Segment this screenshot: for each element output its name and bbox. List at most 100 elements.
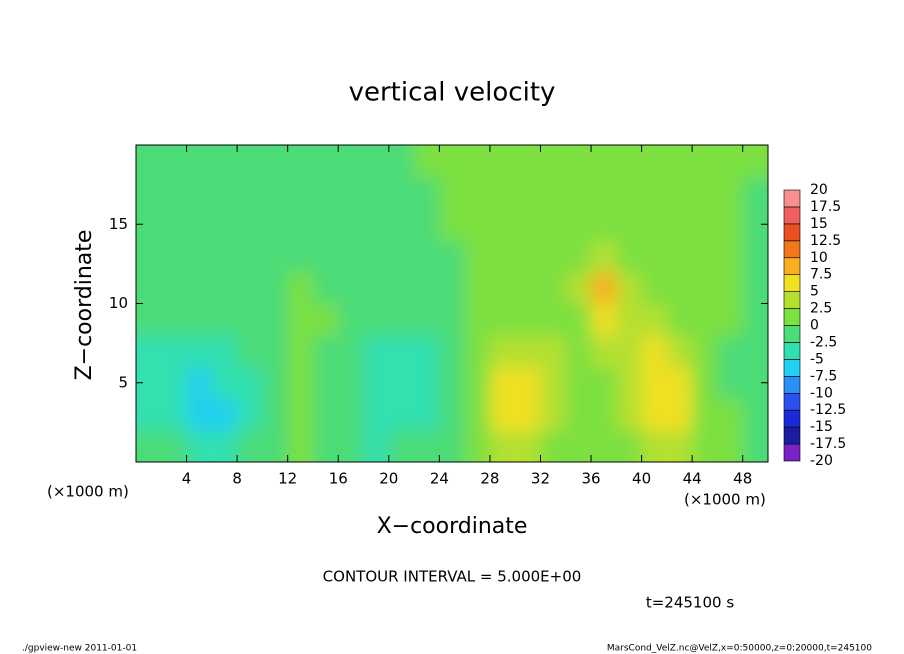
heatmap-cell (262, 208, 289, 241)
chart-title: vertical velocity (349, 78, 556, 108)
heatmap-cell (591, 398, 617, 431)
heatmap-cell (338, 366, 365, 400)
heatmap-cell (136, 430, 162, 462)
heatmap-cell (211, 271, 238, 304)
heatmap-cell (363, 335, 390, 368)
heatmap-cell (692, 430, 718, 462)
heatmap-cell (237, 303, 263, 336)
heatmap-cell (312, 208, 339, 241)
heatmap-cell (540, 145, 567, 178)
heatmap-cell (439, 240, 466, 273)
heatmap-cell (262, 398, 289, 431)
heatmap-cell (692, 335, 718, 368)
heatmap-cell (262, 335, 289, 368)
heatmap-cell (616, 398, 643, 431)
heatmap-cell (666, 176, 693, 209)
footer-right: MarsCond_VelZ.nc@VelZ,x=0:50000,z=0:2000… (607, 644, 872, 654)
heatmap-cell (186, 335, 213, 368)
heatmap-cell (565, 430, 592, 462)
heatmap-cell (692, 176, 718, 209)
heatmap-cell (616, 335, 643, 368)
colorbar-swatch (783, 325, 801, 343)
heatmap-cell (515, 145, 541, 178)
heatmap-cell (540, 271, 567, 304)
colorbar-swatch (783, 274, 801, 292)
heatmap-cell (616, 240, 643, 273)
heatmap-cell (312, 303, 339, 336)
heatmap-cell (464, 240, 491, 273)
colorbar-swatch (783, 443, 801, 462)
heatmap-cell (717, 398, 744, 431)
colorbar-swatch (783, 376, 801, 394)
colorbar-swatch (783, 189, 801, 208)
colorbar-swatch (783, 426, 801, 445)
heatmap-cell (312, 271, 339, 304)
heatmap-cell (515, 303, 541, 336)
colorbar-swatch (783, 257, 801, 275)
heatmap-cell (136, 366, 162, 400)
heatmap-cell (262, 366, 289, 400)
heatmap-cell (287, 335, 314, 368)
colorbar-label: 15 (810, 216, 828, 232)
heatmap-cell (439, 303, 466, 336)
heatmap-cell (161, 366, 188, 400)
heatmap-cell (489, 176, 516, 209)
heatmap-cell (136, 398, 162, 431)
heatmap-cell (515, 208, 541, 241)
heatmap-cell (565, 240, 592, 273)
heatmap-cell (489, 145, 516, 178)
heatmap-cell (161, 176, 188, 209)
heatmap-cell (692, 398, 718, 431)
heatmap-cell (237, 271, 263, 304)
heatmap-cell (742, 398, 768, 431)
heatmap-cell (287, 208, 314, 241)
colorbar-label: 10 (810, 250, 828, 266)
heatmap-cell (439, 430, 466, 462)
heatmap-cell (540, 240, 567, 273)
heatmap-cell (136, 271, 162, 304)
heatmap-cell (489, 271, 516, 304)
colorbar-swatch (783, 240, 801, 259)
heatmap-cell (363, 145, 390, 178)
heatmap-cell (591, 366, 617, 400)
heatmap-cell (489, 208, 516, 241)
colorbar-label: -7.5 (810, 368, 837, 384)
colorbar-swatch (783, 359, 801, 377)
x-tick-label: 28 (480, 470, 499, 488)
heatmap-cell (464, 366, 491, 400)
heatmap-cell (211, 303, 238, 336)
colorbar-label: 20 (810, 182, 828, 198)
heatmap-cell (641, 303, 668, 336)
heatmap-cell (363, 176, 390, 209)
heatmap-cell (414, 271, 440, 304)
heatmap-cell (717, 430, 744, 462)
heatmap-cell (211, 208, 238, 241)
x-tick-label: 20 (379, 470, 398, 488)
heatmap-cell (338, 240, 365, 273)
heatmap-cell (237, 366, 263, 400)
heatmap-cell (717, 335, 744, 368)
heatmap-cell (666, 208, 693, 241)
heatmap-cell (515, 271, 541, 304)
heatmap-cell (161, 271, 188, 304)
heatmap-cell (287, 398, 314, 431)
colorbar-swatch (783, 223, 801, 242)
heatmap-cell (363, 398, 390, 431)
heatmap-cell (287, 176, 314, 209)
heatmap-cell (186, 303, 213, 336)
heatmap-cell (641, 240, 668, 273)
heatmap-cell (338, 335, 365, 368)
heatmap-cell (666, 240, 693, 273)
heatmap-cell (540, 430, 567, 462)
heatmap-cell (489, 240, 516, 273)
colorbar-label: 17.5 (810, 199, 841, 215)
heatmap-cell (742, 176, 768, 209)
heatmap-cell (742, 430, 768, 462)
heatmap-cell (616, 303, 643, 336)
heatmap-cell (439, 271, 466, 304)
heatmap-cell (717, 208, 744, 241)
heatmap-cell (338, 303, 365, 336)
x-tick-label: 36 (581, 470, 600, 488)
colorbar-label: -10 (810, 385, 833, 401)
